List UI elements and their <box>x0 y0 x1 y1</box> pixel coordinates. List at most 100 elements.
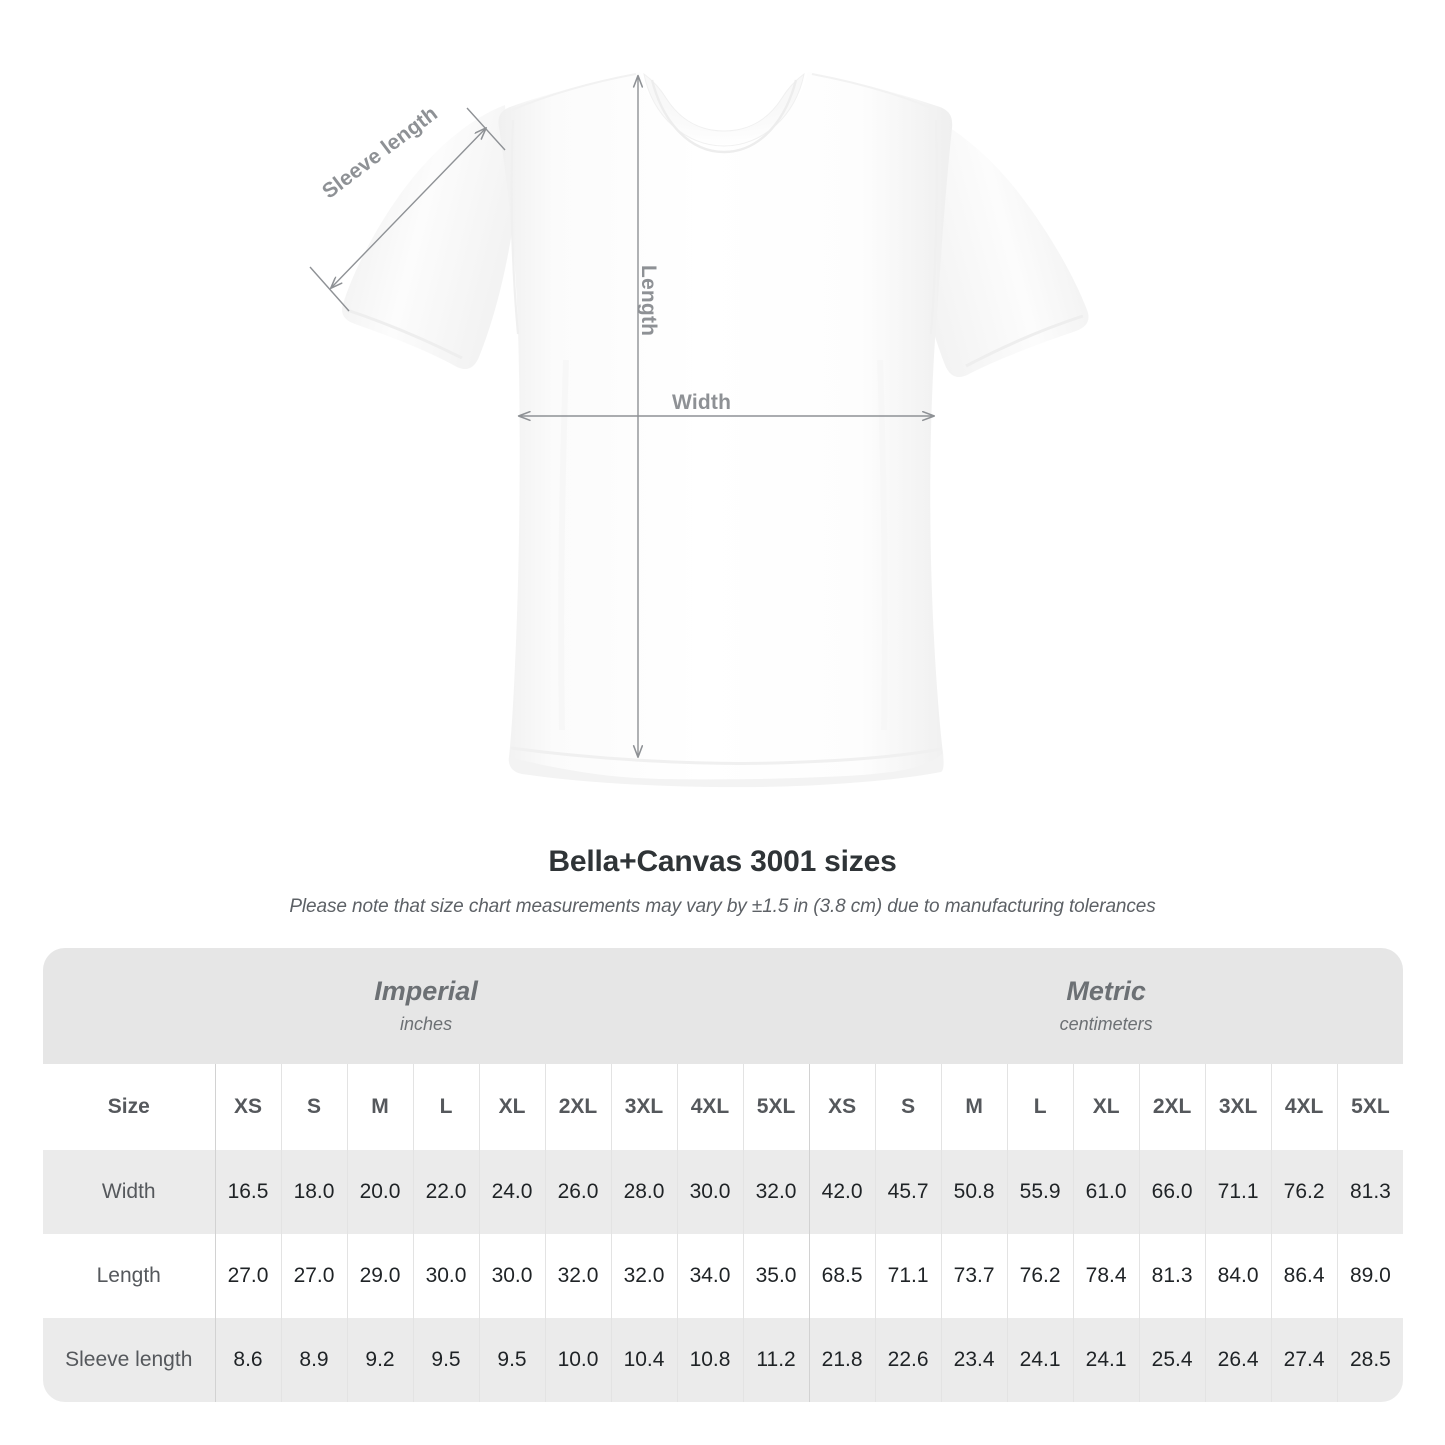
cell-width-metric-5xl: 81.3 <box>1336 1150 1404 1234</box>
cell-sleeve-length-metric-xl: 24.1 <box>1072 1318 1140 1402</box>
cell-width-metric-xl: 61.0 <box>1072 1150 1140 1234</box>
cell-sleeve-length-metric-m: 23.4 <box>940 1318 1008 1402</box>
column-header-metric-s: S <box>874 1064 942 1150</box>
title-block: Bella+Canvas 3001 sizes Please note that… <box>0 845 1445 918</box>
sleeve-cap-upper <box>466 107 506 151</box>
column-header-metric-l: L <box>1006 1064 1074 1150</box>
row-label-length: Length <box>43 1234 215 1318</box>
cell-sleeve-length-imperial-m: 9.2 <box>346 1318 413 1402</box>
unit-sub-metric: centimeters <box>1059 1014 1153 1035</box>
column-header-imperial-4xl: 4XL <box>676 1064 743 1150</box>
cell-length-imperial-s: 27.0 <box>280 1234 347 1318</box>
cell-length-metric-3xl: 84.0 <box>1204 1234 1272 1318</box>
column-header-imperial-3xl: 3XL <box>610 1064 677 1150</box>
cell-length-imperial-4xl: 34.0 <box>676 1234 743 1318</box>
tshirt-illustration <box>309 72 1089 788</box>
cell-length-imperial-3xl: 32.0 <box>610 1234 677 1318</box>
cell-width-metric-3xl: 71.1 <box>1204 1150 1272 1234</box>
cell-length-metric-xl: 78.4 <box>1072 1234 1140 1318</box>
cell-sleeve-length-imperial-xl: 9.5 <box>478 1318 545 1402</box>
column-header-imperial-s: S <box>280 1064 347 1150</box>
cell-sleeve-length-metric-s: 22.6 <box>874 1318 942 1402</box>
cell-sleeve-length-imperial-4xl: 10.8 <box>676 1318 743 1402</box>
cell-width-imperial-xl: 24.0 <box>478 1150 545 1234</box>
cell-length-metric-l: 76.2 <box>1006 1234 1074 1318</box>
cell-width-metric-l: 55.9 <box>1006 1150 1074 1234</box>
measure-lines <box>309 76 934 757</box>
column-header-imperial-5xl: 5XL <box>742 1064 810 1150</box>
cell-sleeve-length-metric-l: 24.1 <box>1006 1318 1074 1402</box>
cell-length-metric-xs: 68.5 <box>808 1234 876 1318</box>
column-header-imperial-xs: XS <box>214 1064 281 1150</box>
cell-length-metric-4xl: 86.4 <box>1270 1234 1338 1318</box>
cell-sleeve-length-metric-2xl: 25.4 <box>1138 1318 1206 1402</box>
table-row-width: Width 16.5 18.0 20.0 22.0 24.0 26.0 28.0 30.0 32.… <box>43 1150 1404 1234</box>
tshirt-diagram: Sleeve length Length Width <box>309 72 1089 788</box>
column-header-metric-3xl: 3XL <box>1204 1064 1272 1150</box>
column-header-metric-m: M <box>940 1064 1008 1150</box>
cell-width-imperial-l: 22.0 <box>412 1150 479 1234</box>
cell-sleeve-length-metric-5xl: 28.5 <box>1336 1318 1404 1402</box>
unit-banner-metric: Metric centimeters <box>809 948 1404 1064</box>
tolerance-note: Please note that size chart measurements… <box>289 896 1156 917</box>
cell-width-metric-2xl: 66.0 <box>1138 1150 1206 1234</box>
cell-length-imperial-xs: 27.0 <box>214 1234 281 1318</box>
unit-banner-imperial: Imperial inches <box>43 948 810 1064</box>
cell-sleeve-length-imperial-xs: 8.6 <box>214 1318 281 1402</box>
cell-length-imperial-l: 30.0 <box>412 1234 479 1318</box>
cell-sleeve-length-imperial-s: 8.9 <box>280 1318 347 1402</box>
cell-width-imperial-3xl: 28.0 <box>610 1150 677 1234</box>
cell-sleeve-length-metric-3xl: 26.4 <box>1204 1318 1272 1402</box>
column-header-metric-5xl: 5XL <box>1336 1064 1404 1150</box>
cell-sleeve-length-imperial-l: 9.5 <box>412 1318 479 1402</box>
size-chart-table-wrapper: Imperial inches Metric centimeters Size X… <box>43 948 1404 1402</box>
width-label: Width <box>672 391 732 414</box>
cell-length-imperial-m: 29.0 <box>346 1234 413 1318</box>
table-row-length: Length 27.0 27.0 29.0 30.0 30.0 32.0 32.0 34.0 35… <box>43 1234 1404 1318</box>
column-header-imperial-2xl: 2XL <box>544 1064 611 1150</box>
page-title: Bella+Canvas 3001 sizes <box>548 845 897 878</box>
column-header-imperial-m: M <box>346 1064 413 1150</box>
cell-width-imperial-4xl: 30.0 <box>676 1150 743 1234</box>
size-header-row: Size XS S M L XL 2XL 3XL 4XL 5XL XS S M L XL 2XL 3XL 4XL 5… <box>43 1064 1404 1150</box>
cell-width-imperial-s: 18.0 <box>280 1150 347 1234</box>
cell-width-metric-xs: 42.0 <box>808 1150 876 1234</box>
row-label-sleeve-length: Sleeve length <box>43 1318 215 1402</box>
unit-name-metric: Metric <box>1066 975 1146 1006</box>
cell-length-imperial-2xl: 32.0 <box>544 1234 611 1318</box>
column-header-metric-2xl: 2XL <box>1138 1064 1206 1150</box>
cell-length-metric-5xl: 89.0 <box>1336 1234 1404 1318</box>
column-header-metric-xs: XS <box>808 1064 876 1150</box>
cell-sleeve-length-imperial-3xl: 10.4 <box>610 1318 677 1402</box>
cell-length-metric-2xl: 81.3 <box>1138 1234 1206 1318</box>
cell-length-metric-m: 73.7 <box>940 1234 1008 1318</box>
cell-sleeve-length-metric-4xl: 27.4 <box>1270 1318 1338 1402</box>
cell-length-metric-s: 71.1 <box>874 1234 942 1318</box>
cell-sleeve-length-imperial-2xl: 10.0 <box>544 1318 611 1402</box>
length-label: Length <box>637 265 660 337</box>
cell-width-imperial-5xl: 32.0 <box>742 1150 810 1234</box>
cell-width-metric-s: 45.7 <box>874 1150 942 1234</box>
column-header-metric-4xl: 4XL <box>1270 1064 1338 1150</box>
row-label-width: Width <box>43 1150 215 1234</box>
unit-sub-imperial: inches <box>400 1014 453 1035</box>
cell-width-imperial-m: 20.0 <box>346 1150 413 1234</box>
garment-shape <box>342 72 1089 788</box>
cell-width-imperial-xs: 16.5 <box>214 1150 281 1234</box>
table-row-sleeve-length: Sleeve length 8.6 8.9 9.2 9.5 9.5 10.0 10.4 10.8… <box>43 1318 1404 1402</box>
column-header-imperial-xl: XL <box>478 1064 545 1150</box>
sleeve-cap-lower <box>309 266 350 312</box>
cell-sleeve-length-imperial-5xl: 11.2 <box>742 1318 810 1402</box>
size-chart-table: Imperial inches Metric centimeters Size X… <box>43 948 1404 1402</box>
sleeve-measure-line <box>331 128 486 288</box>
unit-banner-row: Imperial inches Metric centimeters <box>43 948 1404 1064</box>
cell-width-metric-m: 50.8 <box>940 1150 1008 1234</box>
cell-length-imperial-xl: 30.0 <box>478 1234 545 1318</box>
cell-sleeve-length-metric-xs: 21.8 <box>808 1318 876 1402</box>
unit-name-imperial: Imperial <box>374 975 478 1006</box>
cell-length-imperial-5xl: 35.0 <box>742 1234 810 1318</box>
column-header-size: Size <box>43 1064 215 1150</box>
cell-width-metric-4xl: 76.2 <box>1270 1150 1338 1234</box>
cell-width-imperial-2xl: 26.0 <box>544 1150 611 1234</box>
column-header-metric-xl: XL <box>1072 1064 1140 1150</box>
